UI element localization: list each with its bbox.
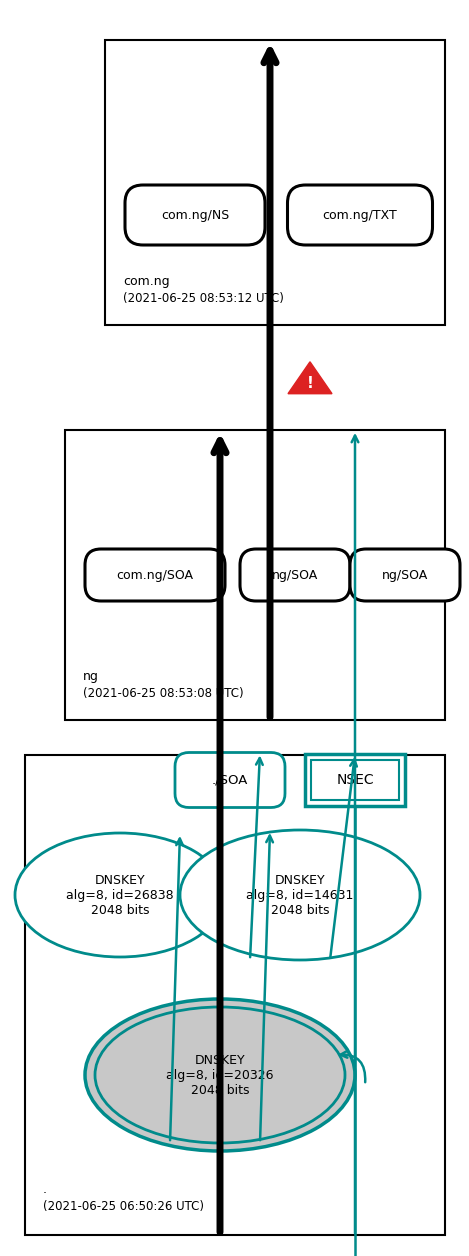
Text: com.ng/TXT: com.ng/TXT — [323, 208, 397, 221]
Bar — [311, 760, 399, 800]
Text: DNSKEY
alg=8, id=14631
2048 bits: DNSKEY alg=8, id=14631 2048 bits — [246, 873, 354, 917]
Bar — [25, 755, 445, 1235]
Ellipse shape — [15, 833, 225, 957]
Ellipse shape — [95, 1007, 345, 1143]
Text: NSEC: NSEC — [336, 772, 374, 788]
Text: (2021-06-25 06:50:26 UTC): (2021-06-25 06:50:26 UTC) — [43, 1199, 204, 1213]
Text: com.ng/SOA: com.ng/SOA — [116, 569, 194, 582]
Text: .: . — [43, 1183, 47, 1196]
Text: com.ng/NS: com.ng/NS — [161, 208, 229, 221]
Text: ng/SOA: ng/SOA — [382, 569, 428, 582]
Text: (2021-06-25 08:53:12 UTC): (2021-06-25 08:53:12 UTC) — [123, 291, 284, 305]
Text: DNSKEY
alg=8, id=20326
2048 bits: DNSKEY alg=8, id=20326 2048 bits — [166, 1054, 274, 1096]
Ellipse shape — [85, 999, 355, 1150]
Text: !: ! — [307, 376, 313, 391]
Polygon shape — [288, 362, 332, 393]
Text: (2021-06-25 08:53:08 UTC): (2021-06-25 08:53:08 UTC) — [83, 687, 243, 700]
Bar — [305, 754, 405, 806]
Text: com.ng: com.ng — [123, 275, 170, 288]
Bar — [65, 430, 445, 720]
Text: ./SOA: ./SOA — [212, 774, 248, 786]
FancyBboxPatch shape — [85, 549, 225, 602]
FancyBboxPatch shape — [287, 185, 432, 245]
Text: ng/SOA: ng/SOA — [272, 569, 318, 582]
FancyBboxPatch shape — [125, 185, 265, 245]
FancyBboxPatch shape — [175, 752, 285, 808]
FancyBboxPatch shape — [240, 549, 350, 602]
Text: ng: ng — [83, 669, 99, 683]
FancyBboxPatch shape — [350, 549, 460, 602]
Text: DNSKEY
alg=8, id=26838
2048 bits: DNSKEY alg=8, id=26838 2048 bits — [66, 873, 174, 917]
Ellipse shape — [180, 830, 420, 960]
Bar — [105, 40, 445, 325]
